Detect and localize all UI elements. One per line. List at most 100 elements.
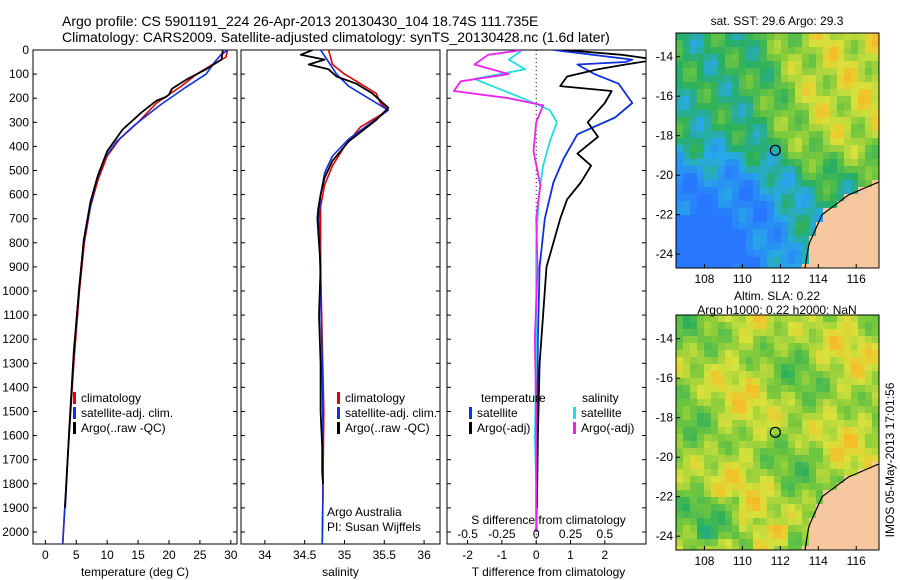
depth-tick-label: 300 [9,115,29,129]
legend-swatch [573,407,576,419]
map-lat-tick-label: -16 [656,371,674,385]
diff-legend-title-temperature: temperature [481,391,546,405]
depth-tick-label: 1600 [2,429,29,443]
map-frame [675,32,880,269]
map-lat-tick-label: -14 [656,332,674,346]
depth-tick-label: 100 [9,67,29,81]
diff-S-axis-label: S difference from climatology [471,513,626,527]
salinity-tick-label: 35.5 [373,548,397,562]
diff-T-tick-label: 0 [533,548,540,562]
depth-tick-label: 900 [9,260,29,274]
map-lat-tick-label: -18 [656,129,674,143]
salinity-series-3 [299,50,390,484]
depth-tick-label: 1700 [2,453,29,467]
legend-swatch [469,422,472,434]
diff-T-argo-series [536,50,646,508]
footer-timestamp: IMOS 05-May-2013 17:01:56 [883,382,897,537]
map-lon-tick-label: 110 [733,272,752,286]
pi-label: PI: Susan Wijffels [327,520,421,534]
legend-swatch [337,422,340,434]
map-lat-tick-label: -24 [656,529,674,543]
legend-swatch [73,407,76,419]
salinity-tick-label: 36 [417,548,431,562]
diff-T-tick-label: 2 [601,548,608,562]
depth-tick-label: 2000 [2,525,29,539]
argo-location-marker [769,426,781,438]
map-lon-tick-label: 114 [809,272,828,286]
difference-panel-frame [446,49,647,545]
depth-tick-label: 1200 [2,332,29,346]
temperature-tick-label: 10 [101,548,115,562]
depth-tick-label: 1800 [2,477,29,491]
legend-swatch [337,407,340,419]
depth-tick-label: 700 [9,212,29,226]
depth-tick-label: 500 [9,163,29,177]
salinity-tick-label: 35 [338,548,352,562]
diff-T-tick-label: -2 [462,548,473,562]
salinity-tick-label: 34 [258,548,272,562]
depth-tick-label: 400 [9,139,29,153]
map-frame [675,314,880,551]
diff-legend-salinity-label: satellite [581,406,622,420]
legend-swatch [73,392,76,404]
depth-tick-label: 0 [22,43,29,57]
temperature-panel-frame [32,49,238,545]
depth-tick-label: 1500 [2,404,29,418]
map-lon-tick-label: 112 [771,272,790,286]
map-lon-tick-label: 108 [694,272,714,286]
temperature-series-2 [61,50,229,544]
argo-location-marker [769,144,781,156]
legend-swatch [73,422,76,434]
diff-S-argo-series [452,50,544,532]
diff-T-satellite-series [535,50,634,533]
map-lon-tick-label: 108 [694,554,714,568]
depth-tick-label: 600 [9,188,29,202]
map-lat-tick-label: -20 [656,168,674,182]
coastline [804,181,879,268]
temperature-axis-label: temperature (deg C) [81,565,189,579]
coastline [804,463,879,550]
salinity-legend-label: satellite-adj. clim. [345,406,437,420]
sst-map-title: sat. SST: 29.6 Argo: 29.3 [711,14,844,28]
institution-label: Argo Australia [327,505,402,519]
temperature-tick-label: 20 [162,548,176,562]
diff-S-tick-label: 0.5 [596,527,613,541]
map-lat-tick-label: -24 [656,247,674,261]
temperature-series-3 [64,50,224,508]
salinity-panel-frame [240,49,441,545]
sla-map [676,315,879,550]
title-line-1: Argo profile: CS 5901191_224 26-Apr-2013… [62,13,539,29]
legend-swatch [337,392,340,404]
diff-T-tick-label: -1 [497,548,508,562]
map-lat-tick-label: -20 [656,450,674,464]
sst-map [676,33,879,268]
temperature-tick-label: 0 [42,548,49,562]
diff-S-tick-label: 0 [533,527,540,541]
salinity-axis-label: salinity [322,565,359,579]
legend-swatch [469,407,472,419]
diff-legend-salinity-label: Argo(-adj) [581,421,634,435]
diff-S-tick-label: -0.25 [488,527,516,541]
temperature-legend-label: Argo(..raw -QC) [81,421,166,435]
legend-swatch [573,422,576,434]
map-lat-tick-label: -22 [656,490,674,504]
salinity-series-2 [318,50,390,544]
depth-tick-label: 1400 [2,380,29,394]
diff-T-axis-label: T difference from climatology [472,565,626,579]
temperature-tick-label: 15 [131,548,145,562]
map-lat-tick-label: -16 [656,89,674,103]
diff-legend-temperature-label: Argo(-adj) [477,421,530,435]
map-lat-tick-label: -14 [656,50,674,64]
temperature-tick-label: 5 [73,548,80,562]
depth-tick-label: 1900 [2,501,29,515]
map-lon-tick-label: 114 [809,554,828,568]
map-lat-tick-label: -22 [656,208,674,222]
map-lat-tick-label: -18 [656,411,674,425]
sla-map-title-line2: Argo h1000: 0.22 h2000: NaN [697,303,856,317]
map-lon-tick-label: 110 [733,554,752,568]
diff-legend-temperature-label: satellite [477,406,518,420]
title-line-2: Climatology: CARS2009. Satellite-adjuste… [62,29,610,45]
temperature-legend-label: climatology [81,391,141,405]
map-lon-tick-label: 116 [847,272,866,286]
